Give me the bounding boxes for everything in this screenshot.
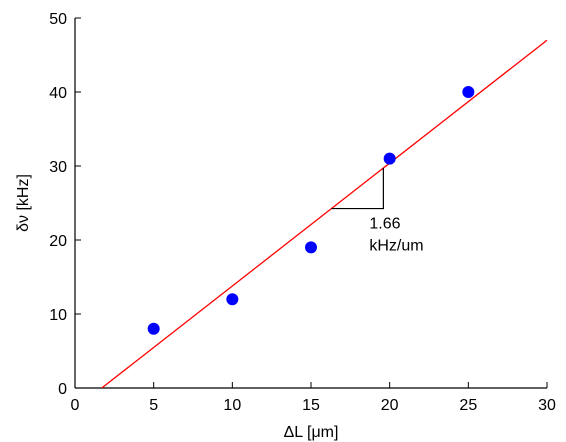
data-point <box>462 86 475 98</box>
x-tick-label: 5 <box>149 397 158 414</box>
data-point <box>147 322 160 335</box>
data-point <box>226 293 239 306</box>
x-tick-label: 0 <box>71 397 80 414</box>
y-tick-label: 40 <box>49 85 67 102</box>
y-tick-label: 50 <box>49 11 67 28</box>
y-axis-ticks: 0 10 20 30 40 50 <box>49 11 81 398</box>
axes <box>74 18 547 389</box>
data-point <box>383 152 396 165</box>
x-axis-label: ΔL [μm] <box>284 424 339 441</box>
fit-line-group <box>101 39 548 389</box>
fit-line <box>101 39 548 389</box>
data-point <box>305 241 317 254</box>
x-tick-label: 25 <box>459 397 477 414</box>
slope-annotation: 1.66 kHz/um <box>331 168 424 255</box>
slope-value-label: 1.66 <box>369 216 400 233</box>
slope-unit-label: kHz/um <box>369 238 423 255</box>
y-axis-label: δν [kHz] <box>15 174 32 232</box>
y-tick-label: 10 <box>49 307 67 324</box>
x-tick-label: 15 <box>302 397 320 414</box>
x-tick-label: 10 <box>223 397 241 414</box>
slope-triangle <box>331 168 384 210</box>
x-axis-ticks: 0 5 10 15 20 25 30 <box>71 382 556 414</box>
y-tick-label: 20 <box>49 233 67 250</box>
y-tick-label: 0 <box>58 381 67 398</box>
x-tick-label: 30 <box>538 397 556 414</box>
x-tick-label: 20 <box>381 397 399 414</box>
data-points <box>147 86 475 335</box>
y-tick-label: 30 <box>49 159 67 176</box>
